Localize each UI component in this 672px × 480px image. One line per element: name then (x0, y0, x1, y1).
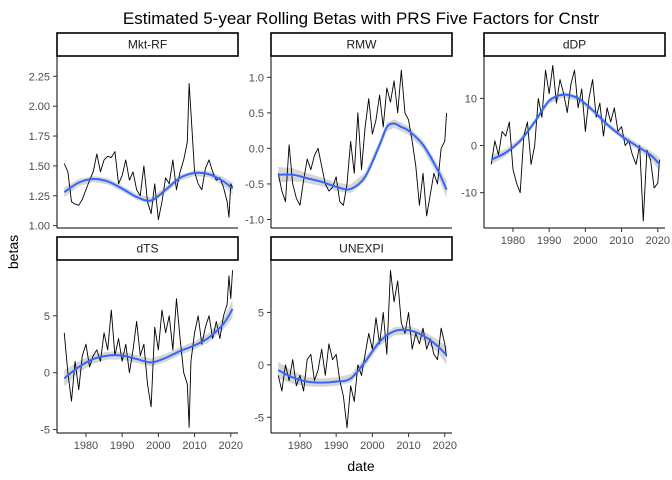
facet-strip (270, 236, 453, 261)
y-tick-label: 0.0 (249, 143, 264, 155)
x-tick-label: 2010 (182, 440, 206, 452)
y-tick-label: 5 (258, 307, 264, 319)
chart-title: Estimated 5-year Rolling Betas with PRS … (123, 9, 599, 28)
x-tick-label: 1980 (74, 440, 98, 452)
y-tick-label: 0 (44, 368, 50, 380)
y-tick-label: -5 (40, 425, 50, 437)
facet-strip-label: dTS (136, 242, 158, 256)
x-tick-label: 2000 (360, 440, 384, 452)
panel-mkt-rf: Mkt-RF 1.00 1.25 1.50 1.75 2.00 2.25 (29, 32, 239, 233)
y-tick-label: 0 (258, 360, 264, 372)
beta-series-line (490, 64, 661, 222)
y-tick-label: 0.5 (249, 108, 264, 120)
facet-strip-label: UNEXPI (339, 242, 384, 256)
x-tick-label: 1990 (110, 440, 134, 452)
x-tick-label: 1980 (501, 235, 525, 247)
y-tick-label: 0 (471, 141, 477, 153)
y-tick-label: 10 (465, 93, 477, 105)
x-tick-label: 2010 (609, 235, 633, 247)
panel-unexpi: UNEXPI -5 0 5 1980 1990 2000 2010 2020 (254, 236, 457, 452)
facet-strip-label: Mkt-RF (128, 38, 167, 52)
beta-series-line (277, 69, 448, 217)
x-tick-label: 2000 (573, 235, 597, 247)
y-tick-label: -10 (461, 188, 477, 200)
x-tick-label: 2020 (219, 440, 243, 452)
smooth-trend-line (63, 308, 234, 380)
x-tick-label: 1990 (324, 440, 348, 452)
y-tick-label: 2.25 (29, 71, 50, 83)
smooth-trend-line (278, 122, 448, 191)
y-tick-label: 1.0 (249, 72, 264, 84)
facet-strip (270, 32, 453, 57)
smooth-trend-line (490, 93, 661, 166)
facet-panels: Mkt-RF1.001.251.501.752.002.25RMW-1.0-0.… (29, 32, 670, 452)
x-tick-label: 1980 (288, 440, 312, 452)
confidence-band (278, 119, 447, 199)
y-tick-label: 2.00 (29, 101, 50, 113)
x-tick-label: 1990 (537, 235, 561, 247)
panel-dts: dTS -5 0 5 1980 1990 2000 2010 2020 (40, 236, 243, 452)
y-tick-label: -5 (254, 412, 264, 424)
y-axis-label: betas (5, 235, 21, 269)
facet-strip (56, 32, 239, 57)
facet-strip-label: RMW (347, 38, 378, 52)
y-tick-label: -1.0 (245, 214, 264, 226)
facet-strip (56, 236, 239, 261)
x-axis-label: date (347, 458, 374, 474)
x-tick-label: 2010 (396, 440, 420, 452)
beta-series-line (63, 270, 234, 428)
y-tick-label: 1.25 (29, 191, 50, 203)
y-tick-label: 1.00 (29, 221, 50, 233)
panel-rmw: RMW -1.0 -0.5 0.0 0.5 1.0 (245, 32, 453, 229)
x-tick-label: 2020 (646, 235, 670, 247)
panel-ddp: dDP -10 0 10 1980 1990 2000 2010 2020 (461, 32, 670, 247)
y-tick-label: 1.75 (29, 131, 50, 143)
x-tick-label: 2000 (146, 440, 170, 452)
smooth-trend-line (277, 328, 448, 384)
confidence-band (64, 299, 233, 387)
beta-series-line (277, 270, 448, 429)
confidence-band (278, 326, 447, 387)
facet-strip-label: dDP (563, 38, 586, 52)
x-tick-label: 2020 (433, 440, 457, 452)
confidence-band (64, 170, 233, 204)
y-tick-label: -0.5 (245, 179, 264, 191)
smooth-trend-line (63, 171, 234, 202)
y-tick-label: 5 (44, 311, 50, 323)
y-tick-label: 1.50 (29, 161, 50, 173)
facet-strip (483, 32, 666, 57)
